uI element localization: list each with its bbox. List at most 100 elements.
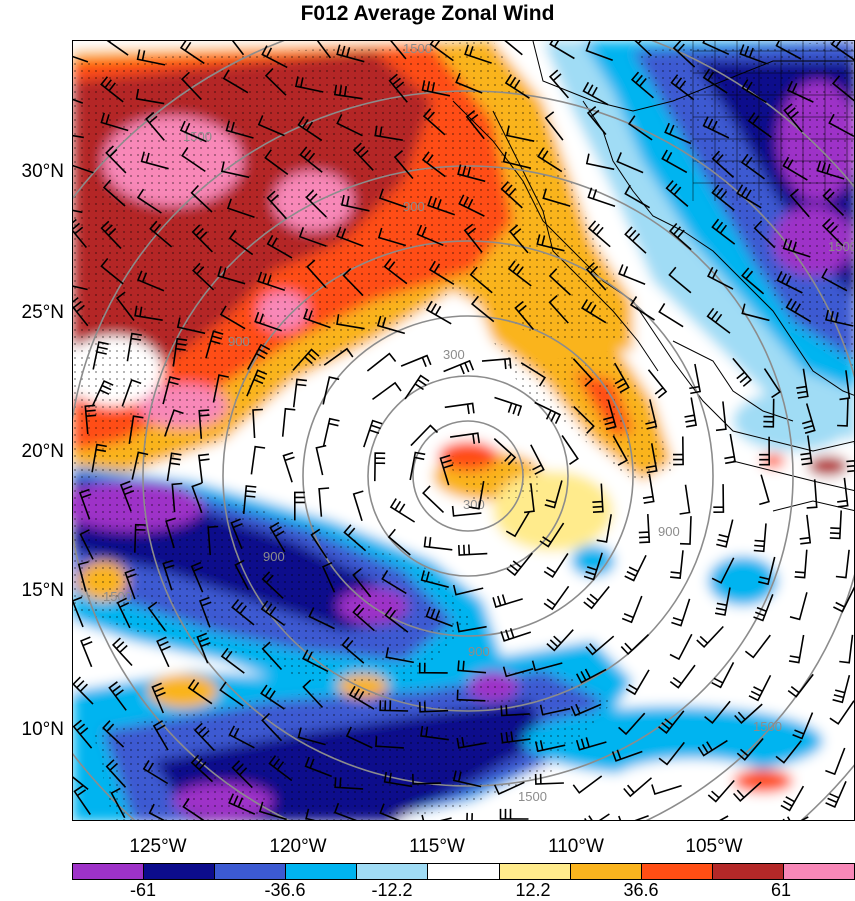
- lon-label-125w: 125°W: [129, 836, 187, 857]
- lat-label-30n: 30°N: [21, 161, 64, 182]
- wind-barb: [457, 164, 486, 183]
- wind-barb: [121, 378, 142, 407]
- wind-barb: [575, 668, 607, 684]
- coastline-layer: [452, 41, 854, 512]
- colorbar-swatch: [73, 864, 145, 879]
- wind-barb: [172, 337, 188, 367]
- wind-barb: [333, 84, 363, 100]
- wind-barb: [537, 147, 563, 173]
- wind-barb: [91, 379, 114, 407]
- wind-barb: [422, 485, 445, 513]
- wind-barb: [776, 271, 803, 294]
- wind-barb: [544, 111, 564, 141]
- wind-barb: [343, 524, 367, 552]
- wind-barb: [116, 597, 131, 629]
- wind-barb: [492, 594, 523, 608]
- wind-barb: [670, 74, 695, 101]
- wind-barb: [73, 785, 91, 815]
- wind-barb: [645, 443, 658, 474]
- wind-barb: [226, 198, 255, 218]
- wind-barb: [499, 808, 529, 820]
- wind-barb: [702, 68, 728, 94]
- wind-barb: [376, 315, 406, 335]
- wind-barb: [582, 81, 609, 106]
- wind-barb: [702, 116, 730, 139]
- wind-barb: [297, 116, 323, 142]
- ring-label: 900: [263, 549, 285, 564]
- wind-barb: [145, 111, 165, 141]
- wind-barb: [782, 816, 809, 820]
- wind-barb: [282, 451, 295, 483]
- wind-barb: [638, 514, 651, 544]
- wind-barb: [457, 660, 487, 674]
- wind-barb: [425, 606, 453, 628]
- wind-barb: [126, 332, 142, 362]
- wind-barb: [421, 814, 452, 820]
- wind-barb: [789, 592, 808, 621]
- range-ring: [73, 90, 854, 820]
- wind-barb: [624, 184, 650, 209]
- wind-barb: [333, 802, 358, 820]
- wind-barb: [514, 300, 535, 331]
- wind-barb: [775, 740, 802, 764]
- wind-barb: [697, 739, 728, 757]
- wind-barb: [704, 700, 731, 725]
- stipple-region: [73, 481, 473, 681]
- wind-barb: [220, 647, 245, 674]
- wind-barb: [736, 184, 762, 209]
- wind-barb: [534, 773, 564, 785]
- wind-barb: [308, 607, 335, 630]
- colorbar-label: 12.2: [515, 880, 551, 900]
- wind-barb: [821, 218, 844, 247]
- wind-barb: [806, 479, 818, 509]
- wind-barb: [455, 72, 483, 94]
- wind-barb: [829, 510, 842, 540]
- wind-barb: [679, 516, 692, 545]
- wind-barb: [782, 156, 808, 181]
- colorbar-swatch: [570, 864, 642, 879]
- wind-barb: [297, 727, 326, 746]
- wind-barb: [105, 145, 127, 174]
- shade-region: [733, 769, 793, 793]
- wind-barb: [585, 635, 615, 656]
- wind-barb: [73, 134, 84, 139]
- range-ring-layer: [73, 41, 854, 820]
- wind-barb: [763, 368, 782, 399]
- wind-barb: [740, 153, 765, 180]
- wind-barb: [383, 771, 413, 788]
- wind-barb: [304, 756, 332, 778]
- wind-barb: [315, 444, 327, 476]
- wind-barb: [91, 443, 107, 473]
- wind-barb: [611, 749, 643, 762]
- wind-barb: [231, 598, 255, 626]
- colorbar-label: -12.2: [371, 880, 413, 900]
- wind-barb: [825, 309, 854, 327]
- wind-barb: [73, 164, 94, 174]
- wind-barb: [176, 317, 206, 335]
- lat-label-15n: 15°N: [21, 580, 64, 601]
- wind-barb: [421, 151, 446, 178]
- wind-barb: [546, 629, 574, 652]
- wind-barb: [318, 487, 330, 517]
- coastline: [582, 100, 854, 396]
- wind-barb: [162, 376, 180, 405]
- wind-barb: [759, 436, 771, 466]
- wind-barb: [205, 330, 224, 359]
- wind-barb: [298, 227, 327, 247]
- wind-barb: [384, 606, 409, 633]
- wind-barb: [505, 125, 535, 142]
- stipple-region: [493, 341, 673, 481]
- ring-label: 1500: [518, 789, 547, 804]
- colorbar-swatch: [499, 864, 571, 879]
- stipple-region: [73, 41, 633, 481]
- wind-barb: [418, 701, 449, 713]
- wind-barb: [388, 73, 408, 103]
- wind-barb: [800, 435, 813, 466]
- wind-barb: [661, 149, 688, 174]
- wind-barb: [212, 374, 229, 403]
- wind-barb: [744, 634, 771, 659]
- wind-barb: [734, 703, 763, 725]
- wind-barb: [748, 674, 772, 702]
- wind-barb: [292, 348, 320, 371]
- wind-barb: [443, 359, 475, 375]
